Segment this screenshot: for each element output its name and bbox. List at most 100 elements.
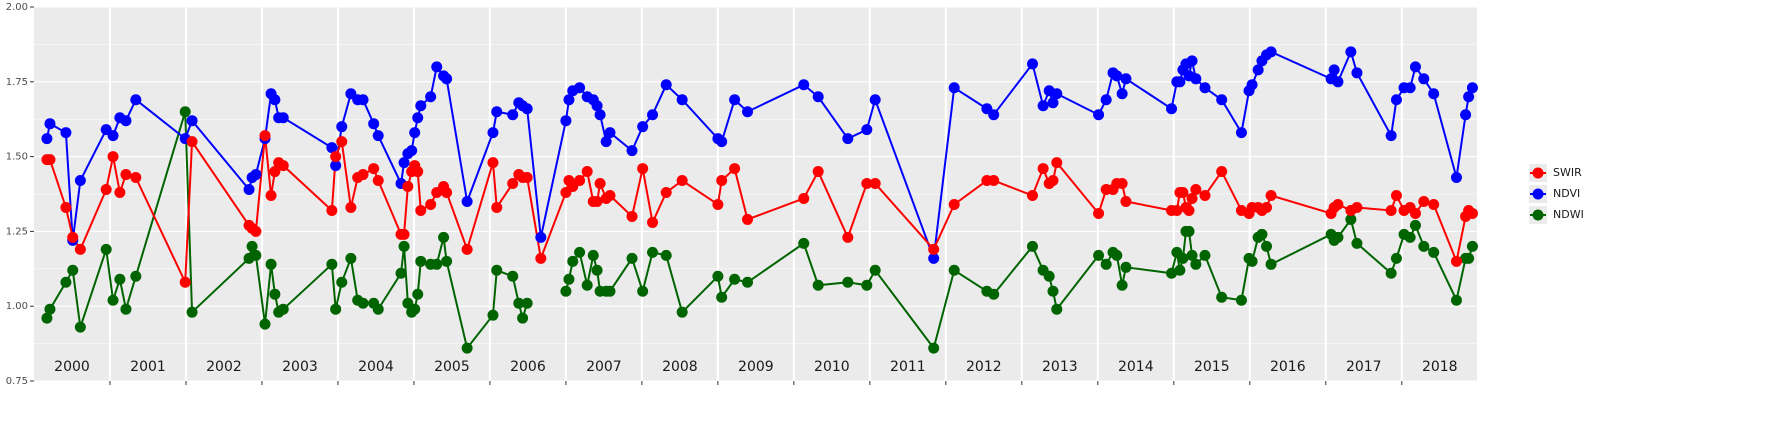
point	[1428, 198, 1440, 210]
point	[250, 169, 262, 181]
point	[1199, 82, 1211, 94]
point	[1385, 204, 1397, 216]
point	[368, 163, 380, 175]
point	[398, 240, 410, 252]
point	[425, 91, 437, 103]
point	[521, 103, 533, 115]
point	[1047, 97, 1059, 109]
point	[1183, 204, 1195, 216]
point	[716, 175, 728, 187]
point	[812, 279, 824, 291]
point	[581, 279, 593, 291]
point	[1116, 279, 1128, 291]
point	[604, 127, 616, 139]
point	[1199, 189, 1211, 201]
point	[431, 258, 443, 270]
point	[1390, 94, 1402, 106]
point	[1093, 249, 1105, 261]
point	[716, 291, 728, 303]
point	[604, 189, 616, 201]
point	[412, 166, 424, 178]
point	[1404, 82, 1416, 94]
point	[44, 154, 56, 166]
point	[277, 112, 289, 124]
point	[130, 270, 142, 282]
point	[438, 231, 450, 243]
point	[928, 342, 940, 354]
x-tick-label: 2008	[662, 359, 698, 375]
point	[1390, 252, 1402, 264]
point	[1216, 94, 1228, 106]
point	[742, 213, 754, 225]
point	[1177, 252, 1189, 264]
point	[1256, 228, 1268, 240]
point	[626, 145, 638, 157]
point	[1111, 249, 1123, 261]
point	[1186, 192, 1198, 204]
point	[372, 175, 384, 187]
point	[114, 187, 126, 199]
point	[1116, 178, 1128, 190]
point	[742, 106, 754, 118]
point	[676, 94, 688, 106]
point	[179, 106, 191, 118]
point	[988, 109, 1000, 121]
point	[637, 285, 649, 297]
point	[1190, 258, 1202, 270]
point	[660, 249, 672, 261]
point	[712, 198, 724, 210]
point	[948, 264, 960, 276]
point	[1216, 166, 1228, 178]
point	[415, 204, 427, 216]
point	[1186, 55, 1198, 67]
y-tick-label: 1.50	[6, 152, 28, 163]
point	[491, 106, 503, 118]
point	[130, 172, 142, 184]
point	[563, 94, 575, 106]
point	[1418, 73, 1430, 85]
point	[604, 285, 616, 297]
point	[1116, 88, 1128, 100]
point	[948, 198, 960, 210]
point	[186, 115, 198, 127]
point	[412, 288, 424, 300]
point	[1345, 213, 1357, 225]
point	[1332, 76, 1344, 88]
point	[647, 109, 659, 121]
point	[1026, 189, 1038, 201]
point	[1463, 252, 1475, 264]
point	[1216, 291, 1228, 303]
y-tick-label: 1.25	[6, 226, 28, 237]
point	[336, 136, 348, 148]
point	[336, 276, 348, 288]
point	[1120, 261, 1132, 273]
point	[869, 178, 881, 190]
point	[398, 228, 410, 240]
point	[507, 109, 519, 121]
point	[402, 181, 414, 193]
point	[1183, 225, 1195, 237]
x-tick-label: 2016	[1270, 359, 1306, 375]
point	[521, 172, 533, 184]
point	[277, 160, 289, 172]
point	[560, 115, 572, 127]
x-tick-label: 2013	[1042, 359, 1078, 375]
point	[1351, 67, 1363, 79]
point	[1051, 88, 1063, 100]
point	[521, 297, 533, 309]
point	[988, 175, 1000, 187]
point	[398, 157, 410, 169]
point	[330, 160, 342, 172]
point	[574, 175, 586, 187]
point	[357, 169, 369, 181]
point	[186, 306, 198, 318]
y-tick-label: 0.75	[6, 376, 28, 387]
point	[1093, 207, 1105, 219]
point	[676, 306, 688, 318]
point	[729, 94, 741, 106]
point	[277, 303, 289, 315]
point	[626, 210, 638, 222]
point	[1026, 240, 1038, 252]
point	[259, 130, 271, 142]
point	[269, 166, 281, 178]
